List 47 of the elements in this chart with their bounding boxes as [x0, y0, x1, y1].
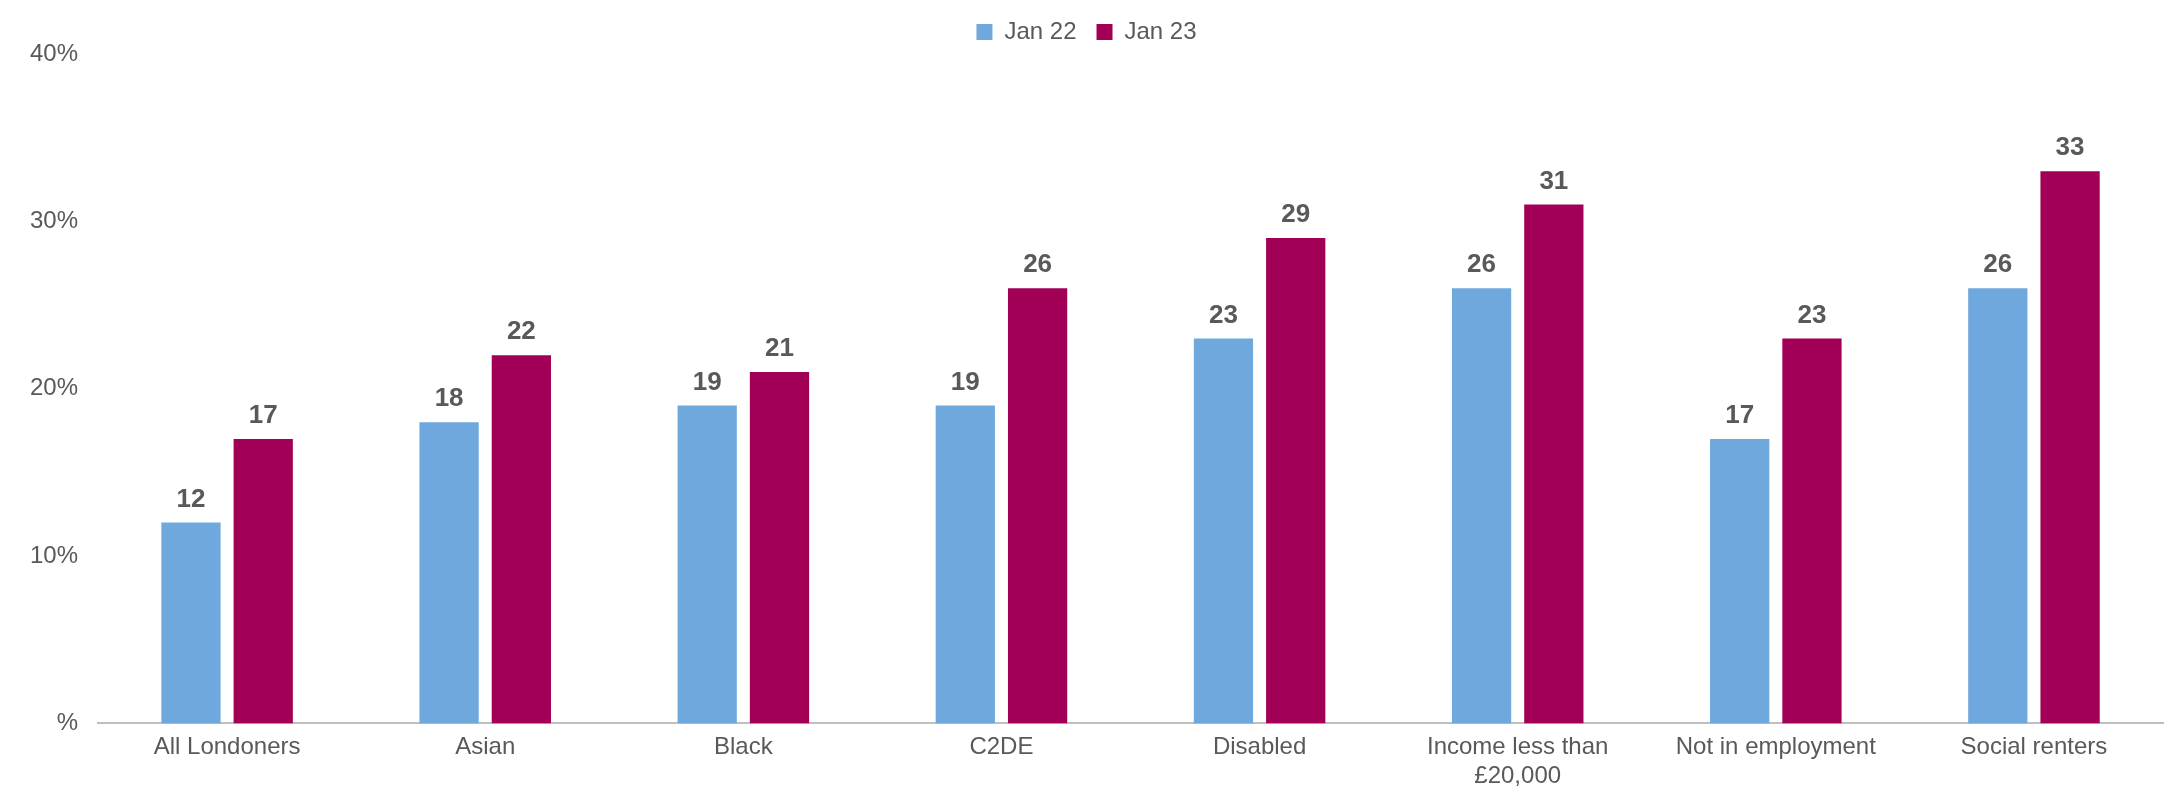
bar — [2040, 171, 2100, 724]
bar — [1266, 238, 1326, 724]
x-tick-label: Black — [713, 732, 774, 760]
y-tick-label: 30% — [29, 205, 79, 233]
bar — [419, 422, 479, 724]
data-label: 12 — [176, 482, 206, 513]
bar — [935, 405, 995, 724]
data-label: 26 — [1467, 248, 1497, 279]
data-label: 33 — [2055, 131, 2085, 162]
bar — [1451, 288, 1512, 724]
data-label: 18 — [434, 382, 464, 413]
legend-label: Jan 22 — [1004, 16, 1077, 44]
x-tick-label: C2DE — [969, 732, 1034, 760]
data-label: 31 — [1539, 164, 1569, 195]
data-label: 17 — [1725, 399, 1755, 430]
bar — [1710, 438, 1770, 724]
bar — [1524, 204, 1584, 724]
bar — [491, 355, 551, 724]
bar — [677, 405, 737, 724]
data-label: 21 — [765, 332, 794, 363]
bar — [161, 522, 221, 724]
bar — [233, 438, 293, 724]
y-tick-label: % — [56, 708, 79, 736]
bar — [1007, 288, 1068, 724]
y-tick-label: 10% — [29, 540, 79, 568]
bar — [749, 371, 810, 724]
x-tick-label: Income less than £20,000 — [1426, 732, 1609, 789]
bar — [1968, 288, 2028, 724]
data-label: 23 — [1208, 298, 1238, 329]
x-tick-label: Social renters — [1960, 732, 2108, 760]
bar — [1782, 338, 1842, 724]
bar — [1193, 338, 1254, 724]
x-tick-label: Disabled — [1212, 732, 1307, 760]
y-tick-label: 40% — [29, 38, 79, 66]
data-label: 26 — [1023, 248, 1053, 279]
data-label: 26 — [1983, 248, 2013, 279]
data-label: 23 — [1797, 298, 1827, 329]
data-label: 22 — [506, 315, 536, 346]
x-tick-label: Not in employment — [1675, 732, 1877, 760]
data-label: 19 — [692, 365, 722, 396]
legend-label: Jan 23 — [1124, 16, 1197, 44]
x-tick-label: Asian — [455, 732, 516, 760]
x-tick-label: All Londoners — [153, 732, 301, 760]
data-label: 17 — [248, 399, 278, 430]
data-label: 29 — [1281, 198, 1311, 229]
data-label: 19 — [950, 365, 980, 396]
y-tick-label: 20% — [29, 373, 79, 401]
